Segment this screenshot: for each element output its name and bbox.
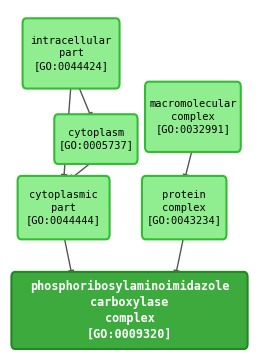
- FancyBboxPatch shape: [54, 114, 138, 164]
- FancyBboxPatch shape: [18, 176, 110, 239]
- FancyBboxPatch shape: [23, 18, 120, 89]
- Text: macromolecular
complex
[GO:0032991]: macromolecular complex [GO:0032991]: [149, 99, 237, 134]
- Text: protein
complex
[GO:0043234]: protein complex [GO:0043234]: [147, 190, 222, 225]
- FancyBboxPatch shape: [11, 272, 248, 349]
- Text: intracellular
part
[GO:0044424]: intracellular part [GO:0044424]: [31, 36, 112, 71]
- FancyBboxPatch shape: [145, 82, 241, 152]
- FancyBboxPatch shape: [142, 176, 226, 239]
- Text: cytoplasmic
part
[GO:0044444]: cytoplasmic part [GO:0044444]: [26, 190, 101, 225]
- Text: cytoplasm
[GO:0005737]: cytoplasm [GO:0005737]: [59, 128, 133, 150]
- Text: phosphoribosylaminoimidazole
carboxylase
complex
[GO:0009320]: phosphoribosylaminoimidazole carboxylase…: [30, 280, 229, 341]
